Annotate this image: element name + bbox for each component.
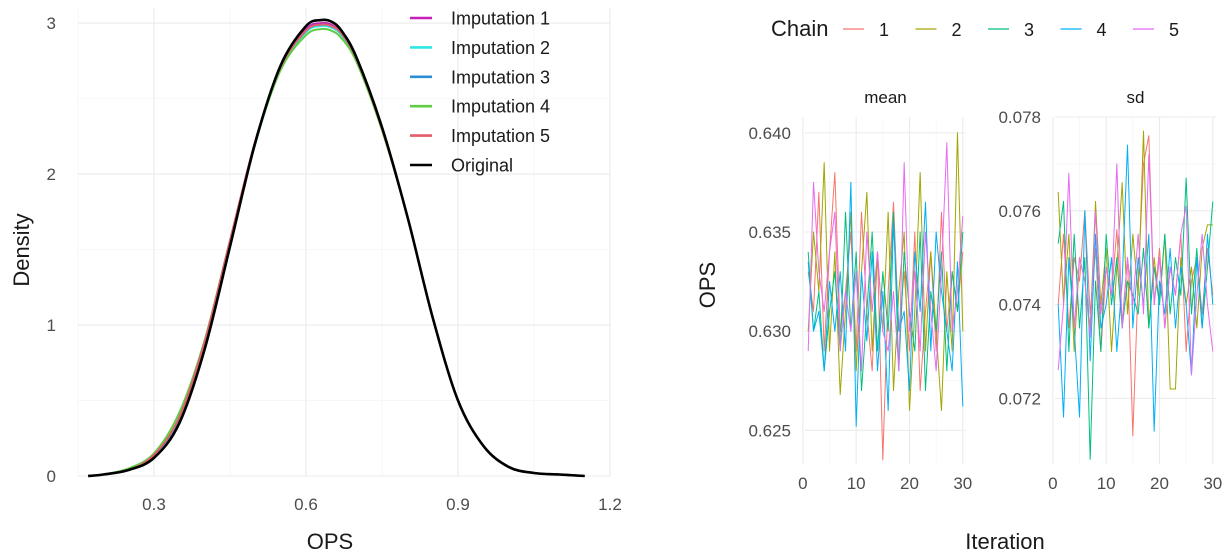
legend-label-imputation-2: Imputation 2	[451, 38, 550, 58]
legend-label-imputation-3: Imputation 3	[451, 67, 550, 87]
legend-label-imputation-5: Imputation 5	[451, 126, 550, 146]
facet-x-tick-label: 20	[1150, 474, 1169, 493]
facet-y-tick-label: 0.640	[748, 124, 791, 143]
chain-legend-label-1: 1	[879, 20, 889, 40]
density-legend: Imputation 1 Imputation 2 Imputation 3 Impu…	[410, 9, 550, 176]
chain-3-mean-line	[807, 211, 964, 392]
density-lines	[88, 18, 585, 478]
density-x-tick-label: 1.2	[598, 495, 622, 514]
facet-sd: sd 0 10 20 30 0.072 0.074 0.076 0.078	[998, 88, 1222, 493]
facet-x-tick-label: 0	[1048, 474, 1057, 493]
facet-y-tick-label: 0.076	[998, 202, 1041, 221]
facet-y-tick-label: 0.074	[998, 296, 1041, 315]
density-y-tick-label: 0	[47, 467, 56, 486]
density-line-imputation-2	[88, 24, 585, 477]
chain-1-mean-line	[807, 172, 964, 461]
density-y-axis-title: Density	[9, 213, 34, 286]
density-x-ticks: 0.3 0.6 0.9 1.2	[142, 495, 622, 514]
chain-legend-label-2: 2	[952, 20, 962, 40]
facet-x-tick-label: 30	[1203, 474, 1222, 493]
facet-y-tick-label: 0.630	[748, 322, 791, 341]
facet-title-sd: sd	[1127, 88, 1145, 107]
trace-y-axis-title: OPS	[695, 262, 720, 308]
chain-legend-label-3: 3	[1024, 20, 1034, 40]
chain-1-sd-line	[1057, 135, 1214, 437]
trace-panel: Chain 1 2 3 4 5 mean 0 10 20 30 0.625 0.630 0.635 0.…	[695, 16, 1222, 554]
density-x-tick-label: 0.3	[142, 495, 166, 514]
density-x-axis-title: OPS	[307, 529, 353, 554]
facet-x-tick-label: 30	[953, 474, 972, 493]
density-y-tick-label: 1	[47, 316, 56, 335]
facet-y-tick-label: 0.078	[998, 108, 1041, 127]
chain-4-mean-line	[807, 181, 964, 427]
density-line-original	[88, 18, 585, 478]
facet-x-tick-label: 10	[847, 474, 866, 493]
facet-title-mean: mean	[864, 88, 907, 107]
density-panel: 0.3 0.6 0.9 1.2 0 1 2 3 OPS Density Imputation…	[9, 8, 622, 554]
chain-5-mean-line	[807, 142, 964, 372]
density-y-ticks: 0 1 2 3	[47, 14, 56, 486]
facet-x-tick-label: 20	[900, 474, 919, 493]
trace-x-axis-title: Iteration	[965, 529, 1045, 554]
legend-label-original: Original	[451, 156, 513, 176]
chain-legend: Chain 1 2 3 4 5	[771, 16, 1179, 41]
legend-label-imputation-1: Imputation 1	[451, 9, 550, 29]
facet-y-tick-label: 0.072	[998, 389, 1041, 408]
chain-5-sd-line	[1057, 154, 1214, 376]
legend-label-imputation-4: Imputation 4	[451, 97, 550, 117]
facet-y-tick-label: 0.635	[748, 223, 791, 242]
density-x-tick-label: 0.9	[446, 495, 470, 514]
chain-4-sd-line	[1057, 144, 1214, 432]
density-line-imputation-5	[88, 23, 585, 477]
chain-legend-title: Chain	[771, 16, 828, 41]
density-y-tick-label: 2	[47, 165, 56, 184]
facet-y-tick-label: 0.625	[748, 421, 791, 440]
chain-legend-label-5: 5	[1169, 20, 1179, 40]
density-x-tick-label: 0.6	[294, 495, 318, 514]
chain-3-sd-line	[1057, 177, 1214, 460]
facet-x-tick-label: 10	[1097, 474, 1116, 493]
chain-2-mean-line	[807, 132, 964, 411]
density-grid	[77, 8, 611, 477]
facet-mean: mean 0 10 20 30 0.625 0.630 0.635 0.640	[748, 88, 972, 493]
density-line-imputation-3	[88, 23, 585, 477]
chain-legend-label-4: 4	[1097, 20, 1107, 40]
facet-x-tick-label: 0	[798, 474, 807, 493]
density-y-tick-label: 3	[47, 14, 56, 33]
trace-facets: mean 0 10 20 30 0.625 0.630 0.635 0.640 sd 0 10 20 30…	[748, 88, 1222, 493]
